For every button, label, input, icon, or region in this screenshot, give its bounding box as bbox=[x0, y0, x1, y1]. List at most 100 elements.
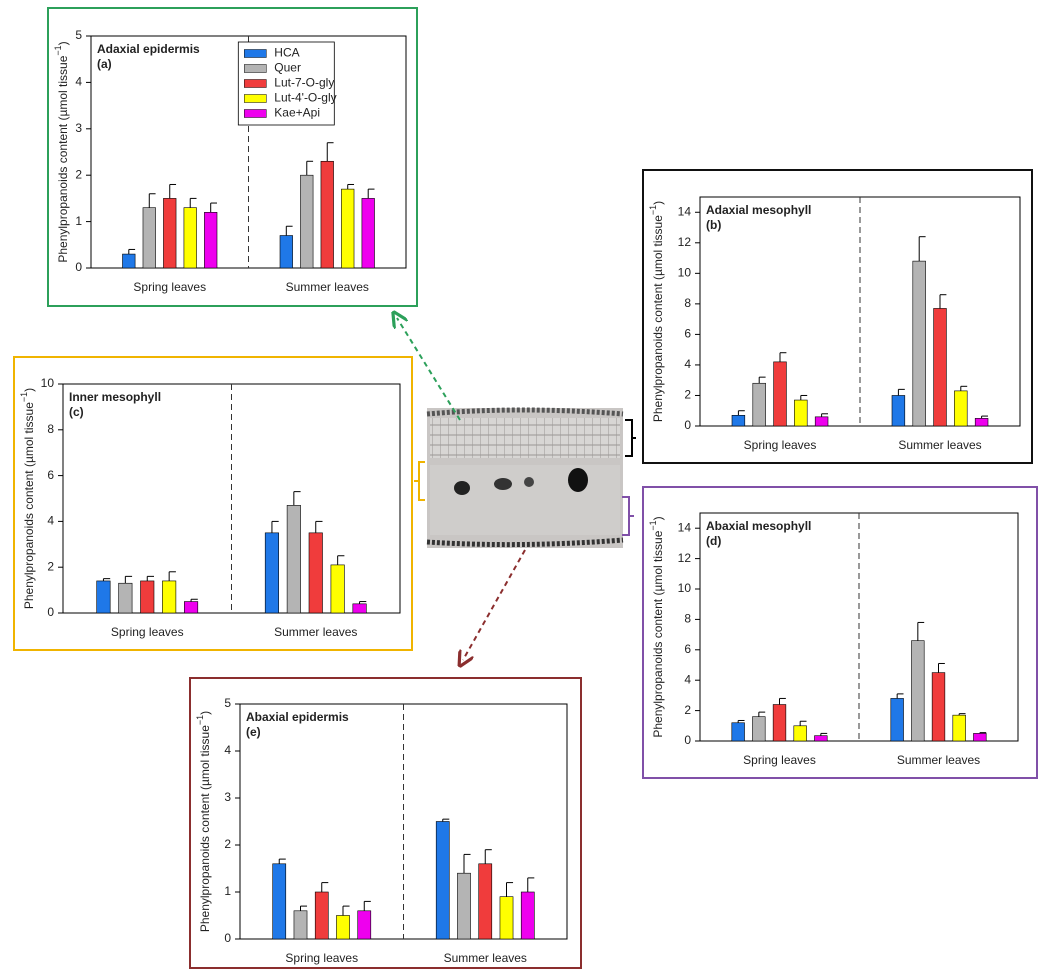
y-axis-label-close: ) bbox=[651, 516, 665, 520]
panel-label: (e) bbox=[246, 725, 261, 739]
y-tick-label: 2 bbox=[75, 167, 82, 181]
panel-label: (a) bbox=[97, 57, 112, 71]
y-axis-label-text: Phenylpropanoids content (µmol tissue bbox=[651, 530, 665, 737]
y-axis-label: Phenylpropanoids content (µmol tissue−1) bbox=[19, 388, 36, 609]
bar bbox=[294, 911, 307, 939]
x-tick-label: Summer leaves bbox=[274, 625, 357, 639]
y-axis-label: Phenylpropanoids content (µmol tissue−1) bbox=[648, 516, 665, 737]
bar bbox=[794, 400, 807, 426]
legend-label: Lut-4'-O-gly bbox=[274, 91, 336, 105]
y-tick-label: 0 bbox=[47, 605, 54, 619]
bar bbox=[774, 362, 787, 426]
bar bbox=[913, 261, 926, 426]
legend-label: HCA bbox=[274, 46, 299, 60]
micrograph bbox=[427, 408, 623, 548]
chart-title: Abaxial epidermis bbox=[246, 710, 349, 724]
y-tick-label: 14 bbox=[678, 204, 692, 218]
legend-label: Quer bbox=[274, 61, 301, 75]
bar bbox=[358, 911, 371, 939]
y-tick-label: 10 bbox=[678, 581, 692, 595]
bar bbox=[336, 916, 349, 940]
y-tick-label: 2 bbox=[47, 559, 54, 573]
y-tick-label: 2 bbox=[224, 837, 231, 851]
chart-title: Adaxial mesophyll bbox=[706, 203, 811, 217]
bar bbox=[753, 383, 766, 426]
bracket bbox=[622, 497, 634, 535]
y-axis-label-sup: −1 bbox=[648, 205, 658, 215]
y-tick-label: 14 bbox=[678, 520, 692, 534]
legend-label: Kae+Api bbox=[274, 106, 320, 120]
y-tick-label: 3 bbox=[75, 121, 82, 135]
y-tick-label: 5 bbox=[75, 28, 82, 42]
y-tick-label: 4 bbox=[684, 672, 691, 686]
y-tick-label: 6 bbox=[47, 468, 54, 482]
bar bbox=[341, 189, 354, 268]
y-axis-label: Phenylpropanoids content (µmol tissue−1) bbox=[648, 201, 665, 422]
y-tick-label: 4 bbox=[47, 514, 54, 528]
bar bbox=[892, 395, 905, 426]
bar bbox=[362, 198, 375, 268]
y-tick-label: 0 bbox=[684, 418, 691, 432]
y-tick-label: 10 bbox=[678, 266, 692, 280]
bar bbox=[815, 417, 828, 426]
y-axis-label: Phenylpropanoids content (µmol tissue−1) bbox=[195, 711, 212, 932]
y-tick-label: 8 bbox=[684, 612, 691, 626]
x-tick-label: Spring leaves bbox=[744, 438, 817, 452]
y-tick-label: 10 bbox=[41, 376, 55, 390]
bar bbox=[973, 733, 986, 741]
bar bbox=[479, 864, 492, 939]
y-axis-label-close: ) bbox=[651, 201, 665, 205]
y-tick-label: 5 bbox=[224, 696, 231, 710]
bar bbox=[975, 418, 988, 426]
y-axis-label-sup: −1 bbox=[195, 715, 205, 725]
bar bbox=[457, 873, 470, 939]
bar bbox=[162, 581, 175, 613]
y-axis-label-text: Phenylpropanoids content (µmol tissue bbox=[198, 725, 212, 932]
bar bbox=[911, 641, 924, 741]
y-tick-label: 12 bbox=[678, 235, 692, 249]
x-tick-label: Spring leaves bbox=[111, 625, 184, 639]
bar bbox=[163, 198, 176, 268]
bar bbox=[752, 717, 765, 741]
y-tick-label: 4 bbox=[224, 743, 231, 757]
y-axis-label-sup: −1 bbox=[648, 520, 658, 530]
bar bbox=[500, 897, 513, 939]
bar bbox=[891, 698, 904, 741]
y-tick-label: 4 bbox=[684, 357, 691, 371]
bar bbox=[954, 391, 967, 426]
y-axis-label-text: Phenylpropanoids content (µmol tissue bbox=[56, 55, 70, 262]
y-axis-label-close: ) bbox=[198, 711, 212, 715]
y-tick-label: 1 bbox=[224, 884, 231, 898]
y-tick-label: 8 bbox=[684, 296, 691, 310]
bracket bbox=[625, 420, 636, 456]
chart-title: Adaxial epidermis bbox=[97, 42, 200, 56]
y-axis-label-sup: −1 bbox=[53, 45, 63, 55]
y-tick-label: 3 bbox=[224, 790, 231, 804]
bar bbox=[287, 505, 300, 613]
bar bbox=[141, 581, 154, 613]
bar bbox=[794, 726, 807, 741]
bar bbox=[934, 308, 947, 426]
x-tick-label: Summer leaves bbox=[444, 951, 527, 965]
x-tick-label: Spring leaves bbox=[133, 280, 206, 294]
y-axis-label-close: ) bbox=[22, 388, 36, 392]
bar bbox=[184, 208, 197, 268]
y-axis-label-close: ) bbox=[56, 41, 70, 45]
chart-panel: 012345Spring leavesSummer leavesAdaxial … bbox=[48, 8, 417, 306]
x-tick-label: Spring leaves bbox=[743, 753, 816, 767]
y-axis-label: Phenylpropanoids content (µmol tissue−1) bbox=[53, 41, 70, 262]
bar bbox=[953, 715, 966, 741]
chart-title: Inner mesophyll bbox=[69, 390, 161, 404]
y-tick-label: 8 bbox=[47, 422, 54, 436]
legend-swatch bbox=[244, 50, 266, 58]
chart-title: Abaxial mesophyll bbox=[706, 519, 811, 533]
y-tick-label: 2 bbox=[684, 703, 691, 717]
bar bbox=[814, 736, 827, 741]
y-axis-label-sup: −1 bbox=[19, 392, 29, 402]
bar bbox=[321, 161, 334, 268]
legend-swatch bbox=[244, 95, 266, 103]
bar bbox=[123, 254, 136, 268]
bar bbox=[184, 602, 197, 613]
